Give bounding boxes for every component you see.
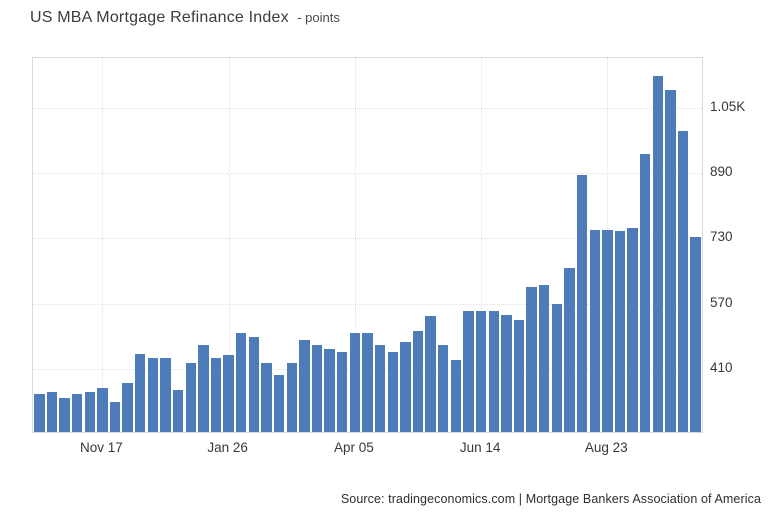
bar[interactable] — [412, 331, 424, 432]
bar[interactable] — [97, 388, 108, 432]
x-tick-label: Nov 17 — [80, 440, 123, 455]
bar[interactable] — [147, 358, 159, 432]
bar[interactable] — [539, 284, 550, 432]
x-gridline — [481, 58, 483, 432]
bar[interactable] — [210, 358, 222, 432]
bar[interactable] — [627, 228, 638, 432]
bar[interactable] — [475, 311, 487, 432]
bar[interactable] — [160, 358, 171, 432]
bar[interactable] — [614, 231, 626, 432]
bar[interactable] — [135, 354, 146, 432]
bar[interactable] — [84, 391, 95, 432]
bar[interactable] — [273, 375, 285, 432]
bar[interactable] — [248, 337, 260, 432]
y-tick-label: 890 — [710, 163, 733, 179]
x-tick-label: Apr 05 — [334, 440, 374, 455]
bar[interactable] — [438, 345, 449, 432]
bar[interactable] — [589, 230, 600, 432]
x-tick-label: Jan 26 — [207, 440, 248, 455]
bar[interactable] — [185, 363, 196, 432]
x-gridline — [354, 58, 356, 432]
bar[interactable] — [526, 286, 537, 432]
bar[interactable] — [374, 344, 386, 432]
bar[interactable] — [172, 390, 184, 432]
bar[interactable] — [261, 362, 272, 432]
bar[interactable] — [400, 342, 411, 432]
bar[interactable] — [690, 237, 701, 432]
bar[interactable] — [34, 394, 45, 432]
y-gridline — [33, 238, 702, 240]
bar[interactable] — [564, 268, 575, 432]
bar[interactable] — [501, 314, 512, 432]
bar[interactable] — [122, 383, 133, 432]
bar[interactable] — [513, 320, 525, 432]
source-attribution: Source: tradingeconomics.com | Mortgage … — [340, 492, 761, 506]
chart-title-row: US MBA Mortgage Refinance Index - points — [30, 9, 340, 27]
bar[interactable] — [286, 362, 297, 432]
bar[interactable] — [324, 348, 335, 432]
x-tick-label: Jun 14 — [459, 440, 501, 455]
x-gridline — [228, 58, 230, 432]
bar[interactable] — [109, 402, 121, 432]
bar[interactable] — [311, 345, 323, 432]
bar[interactable] — [387, 351, 398, 432]
bar[interactable] — [665, 90, 676, 432]
y-tick-label: 730 — [710, 229, 733, 245]
bar[interactable] — [337, 351, 348, 432]
plot-area — [32, 57, 703, 433]
bar[interactable] — [223, 354, 234, 432]
y-gridline — [33, 303, 702, 305]
bar[interactable] — [349, 333, 361, 432]
y-tick-label: 410 — [710, 360, 733, 376]
bar[interactable] — [299, 340, 310, 432]
y-gridline — [33, 107, 702, 109]
bar[interactable] — [576, 174, 588, 432]
bar[interactable] — [236, 333, 247, 432]
chart-title: US MBA Mortgage Refinance Index — [30, 9, 289, 26]
bar[interactable] — [198, 345, 209, 432]
bar[interactable] — [59, 398, 70, 432]
y-tick-label: 570 — [710, 294, 733, 310]
bar[interactable] — [425, 316, 436, 432]
bar[interactable] — [362, 333, 373, 432]
bar[interactable] — [488, 311, 499, 432]
y-tick-label: 1.05K — [710, 98, 746, 114]
bar[interactable] — [677, 130, 689, 432]
bar[interactable] — [602, 230, 613, 432]
x-gridline — [102, 58, 104, 432]
y-gridline — [33, 172, 702, 174]
x-tick-label: Aug 23 — [584, 440, 628, 455]
bar[interactable] — [551, 303, 563, 432]
bar[interactable] — [450, 359, 462, 432]
chart-unit-label: - points — [297, 10, 340, 25]
bar[interactable] — [652, 76, 664, 432]
bar[interactable] — [46, 391, 58, 432]
bar[interactable] — [71, 394, 83, 432]
bar[interactable] — [463, 311, 474, 432]
bar[interactable] — [639, 154, 651, 432]
